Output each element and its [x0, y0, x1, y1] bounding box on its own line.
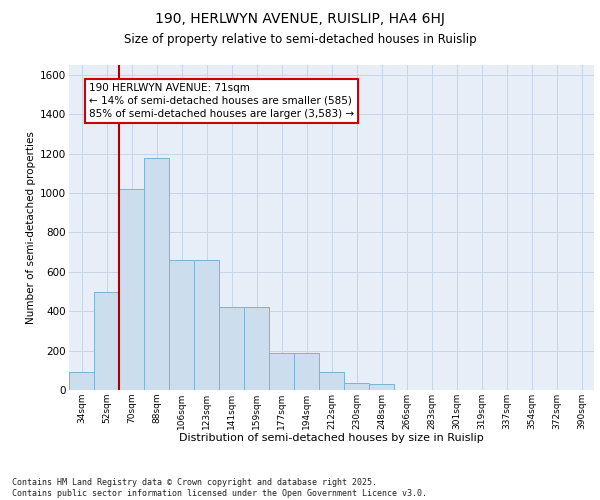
Bar [294, 352, 319, 390]
Bar [369, 384, 394, 390]
Text: Contains HM Land Registry data © Crown copyright and database right 2025.
Contai: Contains HM Land Registry data © Crown c… [12, 478, 427, 498]
Bar [169, 260, 194, 390]
Bar [69, 372, 94, 390]
Bar [94, 292, 119, 390]
Y-axis label: Number of semi-detached properties: Number of semi-detached properties [26, 131, 36, 324]
Bar [319, 372, 344, 390]
Bar [194, 260, 219, 390]
X-axis label: Distribution of semi-detached houses by size in Ruislip: Distribution of semi-detached houses by … [179, 434, 484, 444]
Bar [119, 189, 144, 390]
Bar [269, 352, 294, 390]
Bar [144, 158, 169, 390]
Text: Size of property relative to semi-detached houses in Ruislip: Size of property relative to semi-detach… [124, 32, 476, 46]
Text: 190, HERLWYN AVENUE, RUISLIP, HA4 6HJ: 190, HERLWYN AVENUE, RUISLIP, HA4 6HJ [155, 12, 445, 26]
Bar [344, 383, 369, 390]
Text: 190 HERLWYN AVENUE: 71sqm
← 14% of semi-detached houses are smaller (585)
85% of: 190 HERLWYN AVENUE: 71sqm ← 14% of semi-… [89, 82, 354, 119]
Bar [219, 308, 244, 390]
Bar [244, 308, 269, 390]
